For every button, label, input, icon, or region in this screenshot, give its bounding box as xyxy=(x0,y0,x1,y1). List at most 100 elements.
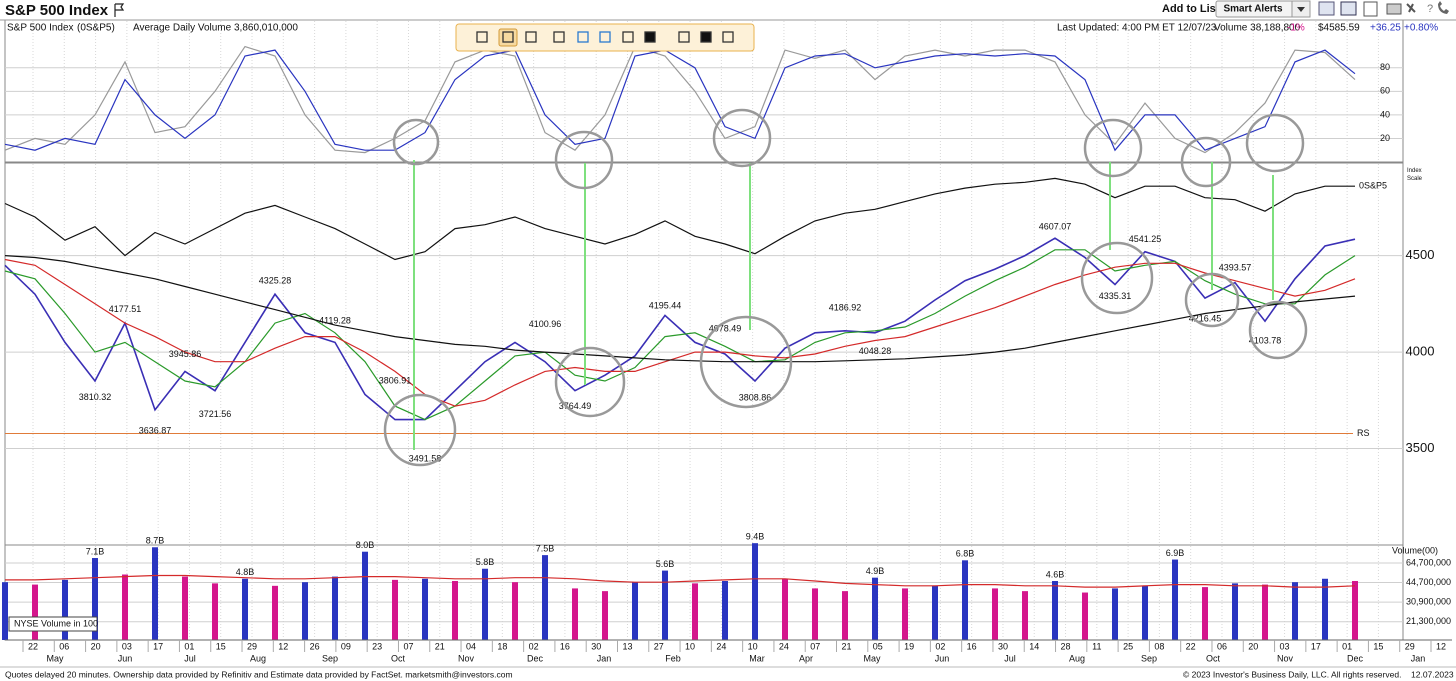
volume-bar xyxy=(182,576,188,640)
month-label: May xyxy=(46,653,64,663)
volume-label: 6.9B xyxy=(1166,548,1185,558)
series-line xyxy=(4,258,1356,407)
toolbar-glyph[interactable] xyxy=(577,31,589,43)
volume-bar xyxy=(722,581,728,640)
volume-bar xyxy=(962,560,968,640)
phone-icon[interactable] xyxy=(1438,1,1449,14)
x-tick-label: 11 xyxy=(1092,641,1101,651)
volume-bar xyxy=(122,574,128,640)
toolbar-glyph[interactable] xyxy=(599,31,611,43)
volume-bar xyxy=(302,582,308,640)
x-tick-label: 15 xyxy=(216,641,226,651)
series-line xyxy=(4,49,1356,152)
volume-bar xyxy=(242,578,248,640)
x-tick-label: 08 xyxy=(1154,641,1164,651)
x-tick-label: 29 xyxy=(247,641,257,651)
x-tick-label: 02 xyxy=(935,641,945,651)
annotation-circle xyxy=(1180,136,1232,188)
annotation-circle xyxy=(699,315,793,409)
toolbar-glyph[interactable] xyxy=(622,31,634,43)
x-tick-label: 07 xyxy=(403,641,413,651)
legend-text: NYSE Volume in 100 xyxy=(14,618,98,628)
toolbar-glyph[interactable] xyxy=(678,31,690,43)
x-tick-label: 18 xyxy=(497,641,507,651)
series-name: 0S&P5 xyxy=(1359,181,1387,191)
x-tick-label: 04 xyxy=(466,641,476,651)
volume-label: 5.6B xyxy=(656,559,675,569)
toolbar-glyph[interactable] xyxy=(553,31,565,43)
volume-bar xyxy=(1232,583,1238,640)
tools-icon[interactable] xyxy=(1406,3,1416,13)
price-label: 3491.58 xyxy=(409,454,442,464)
toolbar-glyph[interactable] xyxy=(476,31,488,43)
volume-bar xyxy=(932,585,938,640)
toolbar-glyph[interactable] xyxy=(502,31,514,43)
month-label: Sep xyxy=(1141,653,1157,663)
volume-bar xyxy=(2,582,8,640)
volume-bar xyxy=(1112,588,1118,640)
toolbar-glyph[interactable] xyxy=(644,31,656,43)
toolbar-glyph[interactable] xyxy=(700,31,712,43)
annotation-circle xyxy=(1245,113,1305,173)
annotation-circle xyxy=(392,118,440,166)
volume-bar xyxy=(812,588,818,640)
flag-icon[interactable] xyxy=(114,3,125,17)
month-label: Jan xyxy=(1411,653,1426,663)
info-symbol: S&P 500 Index xyxy=(7,23,74,34)
price-label: 4216.45 xyxy=(1189,314,1222,324)
price-label: 4048.28 xyxy=(859,346,892,356)
month-label: Aug xyxy=(1069,653,1085,663)
volume-bar xyxy=(1022,591,1028,640)
month-label: Mar xyxy=(749,653,765,663)
volume-bar xyxy=(992,588,998,640)
volume-bar xyxy=(512,582,518,640)
volume-label: 4.8B xyxy=(236,567,255,577)
toolbar-box xyxy=(455,23,755,52)
x-tick-label: 16 xyxy=(560,641,570,651)
volume-bar xyxy=(62,579,68,640)
y-tick-label: 40 xyxy=(1380,109,1390,119)
x-tick-label: 02 xyxy=(529,641,539,651)
price-label: 3636.87 xyxy=(139,426,172,436)
volume-bar xyxy=(602,591,608,640)
chart-icon[interactable] xyxy=(1318,1,1335,16)
volume-label: 7.5B xyxy=(536,543,555,553)
y-tick-label: 4000 xyxy=(1406,344,1435,359)
doc-icon[interactable] xyxy=(1363,1,1378,17)
annotation-circle xyxy=(1248,300,1308,360)
x-tick-label: 01 xyxy=(184,641,194,651)
y-tick-label: 20 xyxy=(1380,133,1390,143)
x-tick-label: 14 xyxy=(1029,641,1039,651)
price-label: 4335.31 xyxy=(1099,291,1132,301)
grid-icon[interactable] xyxy=(1340,1,1357,16)
series-line xyxy=(4,177,1355,261)
x-tick-label: 21 xyxy=(435,641,445,651)
print-icon[interactable] xyxy=(1386,3,1402,15)
volume-label: 5.8B xyxy=(476,557,495,567)
volume-bar xyxy=(422,578,428,640)
price-label: 3721.56 xyxy=(199,409,232,419)
volume-label: 7.1B xyxy=(86,546,105,556)
volume-bar xyxy=(452,581,458,640)
toolbar-glyph[interactable] xyxy=(525,31,537,43)
volume-bar xyxy=(1262,584,1268,640)
month-label: Nov xyxy=(458,653,475,663)
toolbar-glyph[interactable] xyxy=(722,31,734,43)
x-tick-label: 28 xyxy=(1061,641,1071,651)
x-tick-label: 12 xyxy=(278,641,288,651)
volume-bar xyxy=(1142,585,1148,640)
x-tick-label: 29 xyxy=(1405,641,1415,651)
x-tick-label: 30 xyxy=(998,641,1008,651)
dropdown-arrow xyxy=(1297,7,1305,12)
x-tick-label: 15 xyxy=(1373,641,1383,651)
price-label: 4186.92 xyxy=(829,302,862,312)
annotation-circle xyxy=(712,108,772,168)
help-icon[interactable]: ? xyxy=(1427,3,1433,15)
price-label: 4541.25 xyxy=(1129,234,1162,244)
info-code: (0S&P5) xyxy=(77,23,115,34)
annotation-circle xyxy=(1083,118,1143,178)
annotation-circle xyxy=(554,346,626,418)
rs-label: RS xyxy=(1357,428,1370,438)
x-tick-label: 16 xyxy=(967,641,977,651)
